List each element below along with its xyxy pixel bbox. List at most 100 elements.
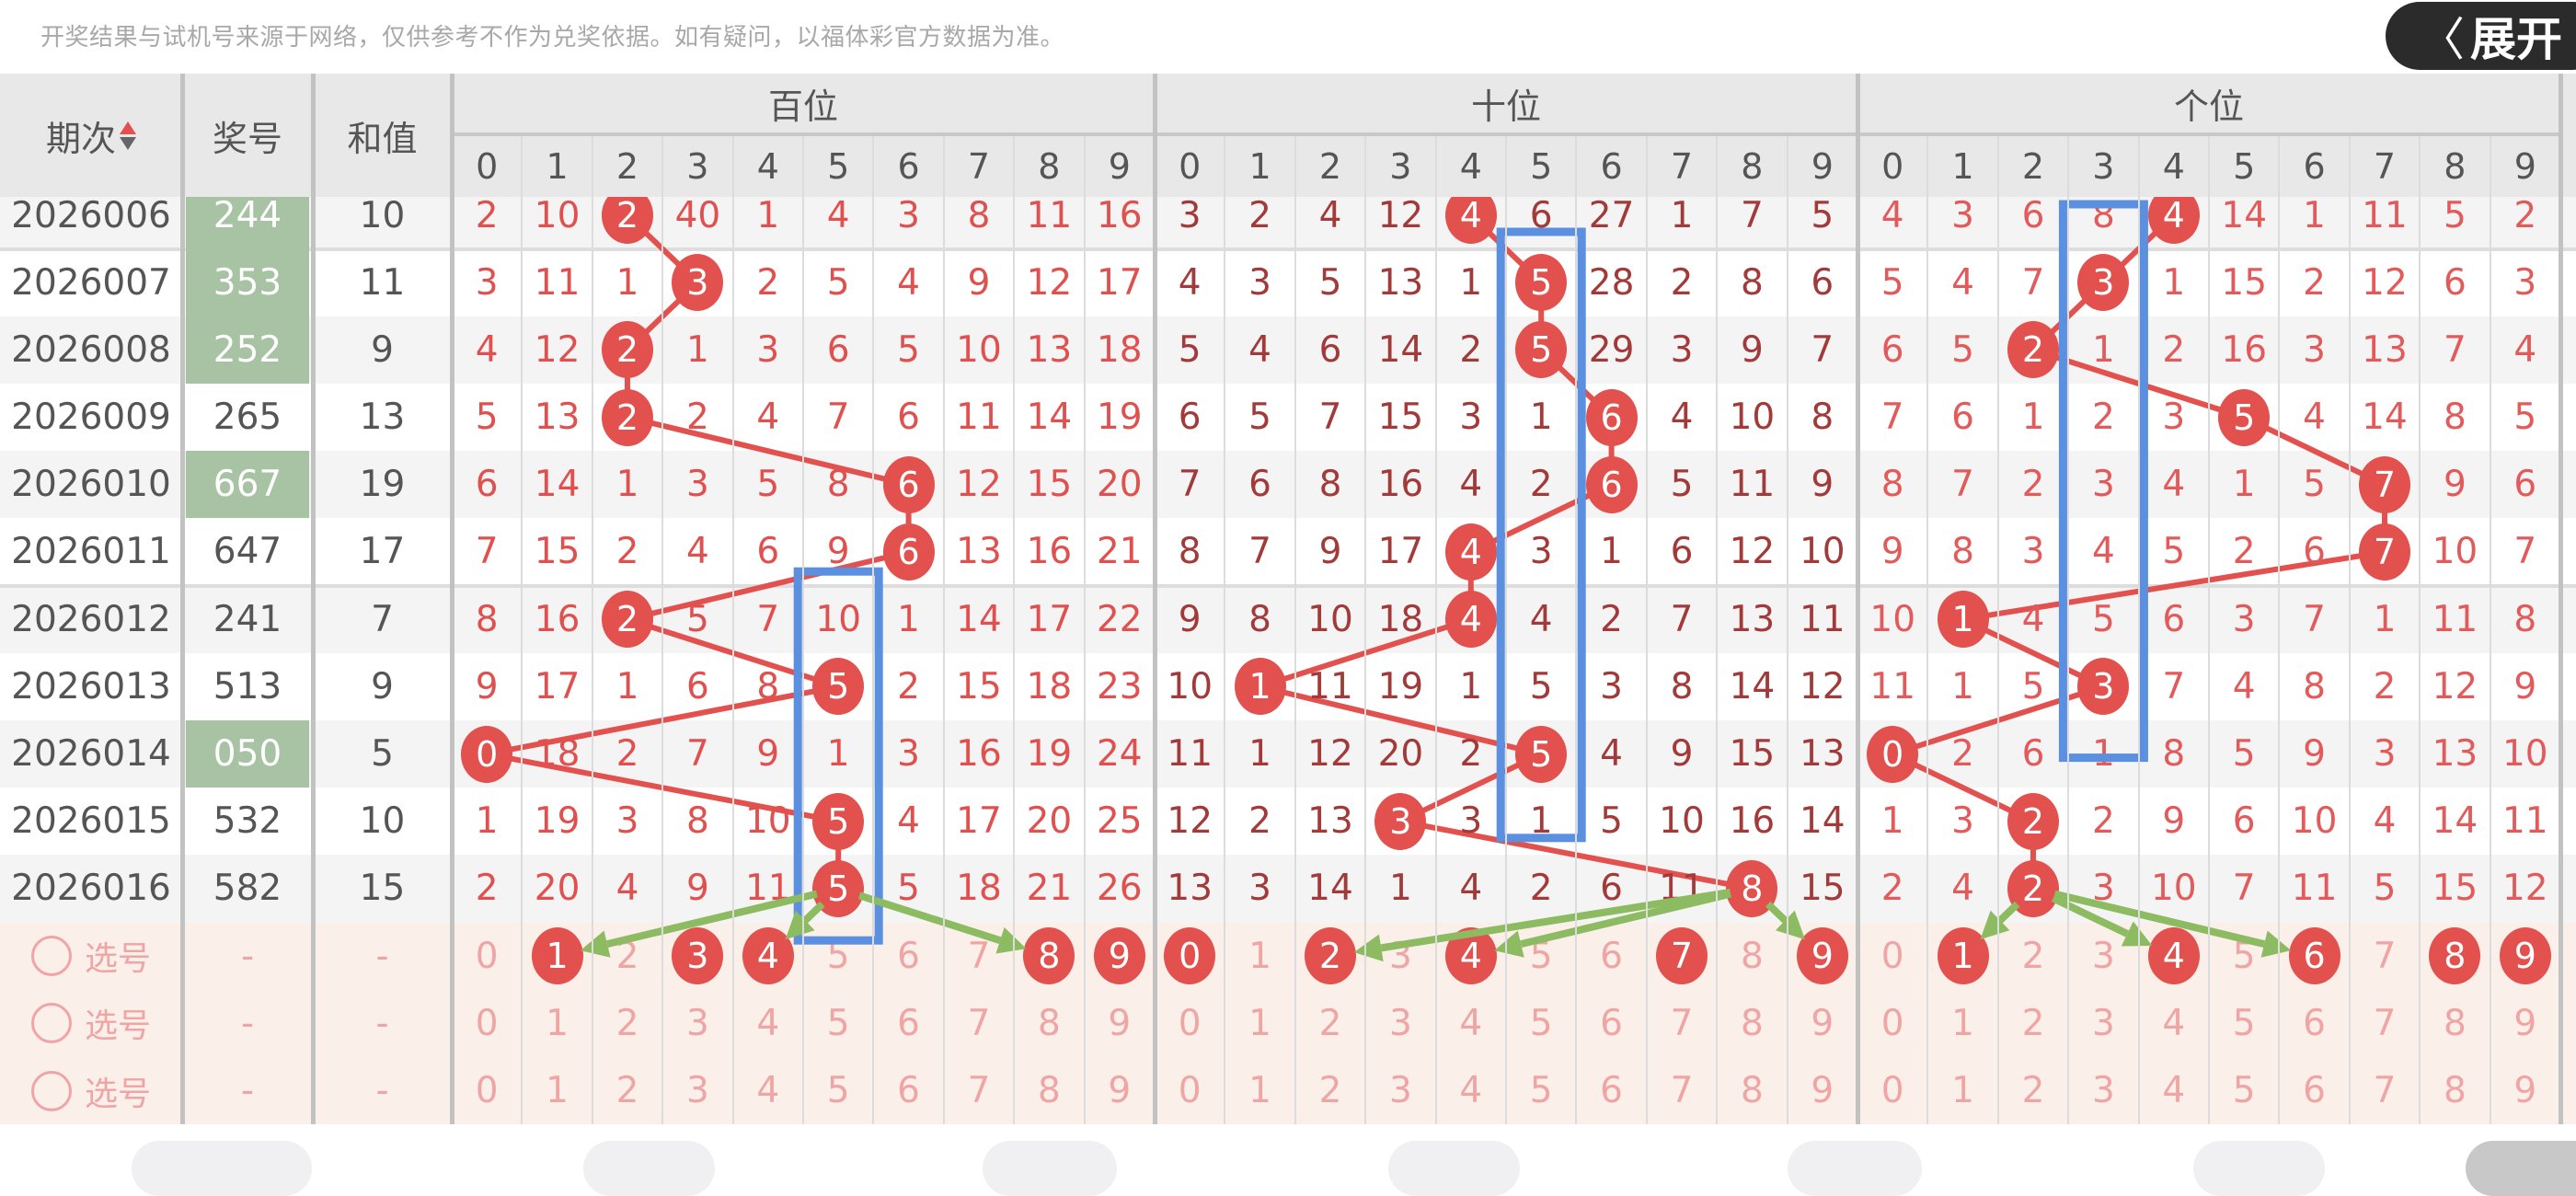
bottom-tab[interactable]	[2466, 1141, 2576, 1196]
bottom-tab[interactable]	[983, 1141, 1117, 1196]
select-digit[interactable]: 5	[2232, 1070, 2256, 1112]
select-digit[interactable]: 1	[1248, 1070, 1271, 1112]
select-digit[interactable]: 0	[1155, 923, 1225, 990]
select-circle-icon[interactable]	[30, 936, 72, 977]
select-digit[interactable]: 5	[1529, 1070, 1553, 1112]
select-digit[interactable]: 8	[1740, 1002, 1764, 1044]
select-digit[interactable]: 7	[2373, 1002, 2397, 1044]
select-digit[interactable]: 7	[1647, 923, 1717, 990]
select-digit[interactable]: 6	[897, 1070, 920, 1112]
select-digit[interactable]: 4	[756, 1070, 780, 1112]
select-digit[interactable]: 9	[1788, 923, 1857, 990]
select-digit[interactable]: 6	[2303, 1002, 2326, 1044]
select-digit[interactable]: 2	[1318, 1002, 1342, 1044]
selected-number-ball[interactable]: 8	[1023, 927, 1075, 985]
select-digit[interactable]: 8	[1037, 1070, 1061, 1112]
select-digit[interactable]: 3	[685, 1002, 709, 1044]
selected-number-ball[interactable]: 9	[1093, 927, 1145, 985]
select-digit[interactable]: 1	[1951, 1002, 1974, 1044]
select-digit[interactable]: 8	[1014, 923, 1084, 990]
select-digit[interactable]: 1	[1248, 935, 1271, 977]
select-digit[interactable]: 8	[2443, 1070, 2467, 1112]
select-digit[interactable]: 2	[1295, 923, 1365, 990]
select-digit[interactable]: 0	[1178, 1002, 1202, 1044]
selected-number-ball[interactable]: 8	[2429, 927, 2481, 985]
select-digit[interactable]: 0	[1178, 1070, 1202, 1112]
select-digit[interactable]: 3	[2091, 935, 2115, 977]
period-header[interactable]: 期次	[0, 74, 182, 197]
select-digit[interactable]: 9	[2513, 1002, 2537, 1044]
select-toggle[interactable]: 选号	[0, 923, 182, 990]
select-digit[interactable]: 3	[1388, 1002, 1412, 1044]
select-digit[interactable]: 3	[685, 1070, 709, 1112]
select-digit[interactable]: 9	[1085, 923, 1155, 990]
select-digit[interactable]: 3	[1388, 1070, 1412, 1112]
select-digit[interactable]: 3	[2091, 1002, 2115, 1044]
select-digit[interactable]: 8	[1740, 1070, 1764, 1112]
selected-number-ball[interactable]: 6	[2288, 927, 2340, 985]
select-digit[interactable]: 4	[2162, 1002, 2186, 1044]
select-digit[interactable]: 3	[2091, 1070, 2115, 1112]
select-digit[interactable]: 7	[967, 1070, 991, 1112]
select-digit[interactable]: 9	[1811, 1002, 1834, 1044]
select-digit[interactable]: 7	[2373, 1070, 2397, 1112]
select-digit[interactable]: 4	[733, 923, 803, 990]
select-digit[interactable]: 8	[2420, 923, 2490, 990]
selected-number-ball[interactable]: 4	[2147, 927, 2200, 985]
select-digit[interactable]: 9	[2513, 1070, 2537, 1112]
selected-number-ball[interactable]: 9	[2499, 927, 2551, 985]
select-digit[interactable]: 8	[1037, 1002, 1061, 1044]
select-digit[interactable]: 6	[897, 935, 920, 977]
selected-number-ball[interactable]: 1	[531, 927, 583, 985]
select-digit[interactable]: 5	[1529, 1002, 1553, 1044]
select-digit[interactable]: 0	[475, 935, 499, 977]
select-digit[interactable]: 1	[1248, 1002, 1271, 1044]
bottom-tab[interactable]	[2193, 1141, 2325, 1196]
select-digit[interactable]: 7	[1670, 1002, 1694, 1044]
select-digit[interactable]: 6	[897, 1002, 920, 1044]
select-digit[interactable]: 5	[826, 1070, 850, 1112]
selected-number-ball[interactable]: 7	[1655, 927, 1708, 985]
bottom-tab[interactable]	[1788, 1141, 1922, 1196]
select-digit[interactable]: 7	[1670, 1070, 1694, 1112]
select-digit[interactable]: 2	[2021, 1070, 2045, 1112]
selected-number-ball[interactable]: 4	[742, 927, 794, 985]
select-digit[interactable]: 0	[1880, 1002, 1904, 1044]
trend-table-body[interactable]: 2026006 244 10 2 10 2 40 1 4 3 8 11 16 3 2 4 12 4 6 27 1 7 5 4 3…	[0, 197, 2576, 1124]
selected-number-ball[interactable]: 1	[1937, 927, 1989, 985]
select-digit[interactable]: 2	[2021, 935, 2045, 977]
select-digit[interactable]: 3	[662, 923, 732, 990]
select-digit[interactable]: 1	[1951, 1070, 1974, 1112]
select-digit[interactable]: 4	[756, 1002, 780, 1044]
select-digit[interactable]: 5	[826, 1002, 850, 1044]
select-digit[interactable]: 1	[546, 1002, 569, 1044]
select-digit[interactable]: 0	[1880, 935, 1904, 977]
select-digit[interactable]: 0	[475, 1002, 499, 1044]
select-digit[interactable]: 7	[967, 1002, 991, 1044]
select-digit[interactable]: 9	[1108, 1002, 1132, 1044]
select-digit[interactable]: 7	[967, 935, 991, 977]
bottom-tab[interactable]	[132, 1141, 312, 1196]
sort-up-down-icon[interactable]	[120, 121, 136, 150]
select-digit[interactable]: 2	[615, 1070, 639, 1112]
select-digit[interactable]: 9	[2490, 923, 2560, 990]
selected-number-ball[interactable]: 2	[1304, 927, 1356, 985]
select-digit[interactable]: 4	[1459, 1002, 1483, 1044]
bottom-tab[interactable]	[1388, 1141, 1520, 1196]
select-digit[interactable]: 2	[1318, 1070, 1342, 1112]
select-digit[interactable]: 0	[1880, 1070, 1904, 1112]
selected-number-ball[interactable]: 3	[672, 927, 724, 985]
select-digit[interactable]: 2	[615, 1002, 639, 1044]
selected-number-ball[interactable]: 9	[1796, 927, 1848, 985]
select-digit[interactable]: 8	[2443, 1002, 2467, 1044]
bottom-tab[interactable]	[583, 1141, 715, 1196]
select-digit[interactable]: 0	[475, 1070, 499, 1112]
selected-number-ball[interactable]: 0	[1164, 927, 1216, 985]
select-digit[interactable]: 2	[2021, 1002, 2045, 1044]
select-digit[interactable]: 4	[2139, 923, 2209, 990]
select-digit[interactable]: 7	[2373, 935, 2397, 977]
select-digit[interactable]: 1	[546, 1070, 569, 1112]
select-digit[interactable]: 5	[2232, 1002, 2256, 1044]
select-digit[interactable]: 6	[1600, 1070, 1623, 1112]
select-toggle[interactable]: 选号	[0, 1057, 182, 1124]
